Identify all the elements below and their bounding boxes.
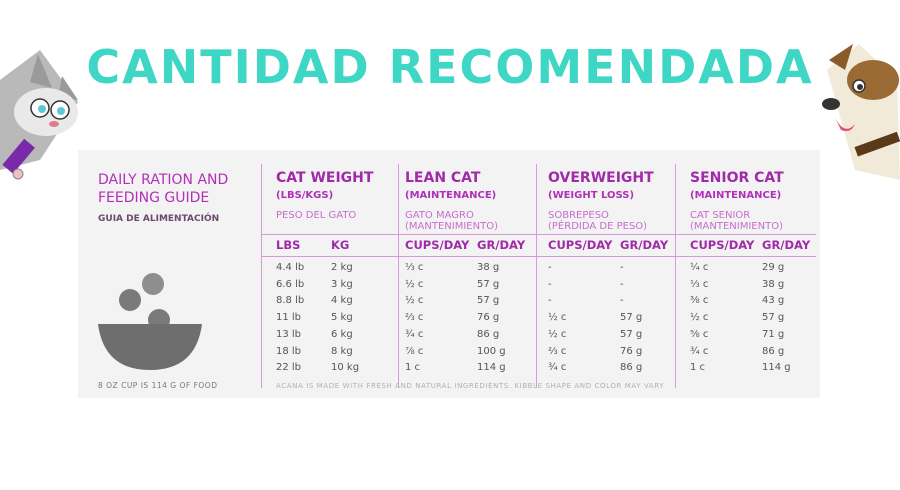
table-cell: 5 kg <box>331 312 353 324</box>
table-cell: ¾ c <box>548 362 567 374</box>
table-cell: 76 g <box>477 312 500 324</box>
table-cell: 86 g <box>620 362 643 374</box>
table-cell: ½ c <box>690 312 709 324</box>
table-cell: 6 kg <box>331 328 353 340</box>
column-subtitle: (LBS/KGS) <box>276 190 334 201</box>
table-cell: ⅔ c <box>548 345 567 357</box>
column-header: KG <box>331 238 350 252</box>
column-subtitle-es: (MANTENIMIENTO) <box>690 221 783 232</box>
table-cell: ¾ c <box>690 345 709 357</box>
guide-subtitle-es: GUIA DE ALIMENTACIÓN <box>98 214 220 224</box>
table-cell: - <box>620 278 624 290</box>
column-title-es: CAT SENIOR <box>690 210 751 221</box>
column-title: OVERWEIGHT <box>548 170 654 186</box>
column-title: LEAN CAT <box>405 170 481 186</box>
column-header: CUPS/DAY <box>548 238 613 252</box>
table-cell: 22 lb <box>276 362 302 374</box>
column-subtitle: (WEIGHT LOSS) <box>548 190 635 201</box>
table-cell: 10 kg <box>331 362 360 374</box>
table-cell: ¾ c <box>405 328 424 340</box>
table-cell: 57 g <box>762 312 785 324</box>
header-divider-bottom <box>261 256 816 257</box>
table-cell: ⅞ c <box>405 345 424 357</box>
table-cell: ¼ c <box>690 262 709 273</box>
column-header: GR/DAY <box>477 238 526 252</box>
column-title-es: GATO MAGRO <box>405 210 474 221</box>
column-header: GR/DAY <box>620 238 669 252</box>
table-cell: 3 kg <box>331 278 353 290</box>
table-cell: 18 lb <box>276 345 302 357</box>
cartoon-dog-illustration <box>822 44 900 180</box>
table-cell: ⅔ c <box>405 312 424 324</box>
table-cell: 13 lb <box>276 328 302 340</box>
table-cell: 86 g <box>762 345 785 357</box>
table-cell: - <box>548 262 552 273</box>
table-cell: ½ c <box>548 312 567 324</box>
column-subtitle-es: (PÉRDIDA DE PESO) <box>548 221 648 232</box>
table-cell: 114 g <box>477 362 506 374</box>
cartoon-cat-illustration <box>0 50 78 180</box>
table-cell: 100 g <box>477 345 506 357</box>
table-cell: 1 c <box>405 362 421 374</box>
table-cell: 1 c <box>690 362 706 374</box>
column-header: CUPS/DAY <box>690 238 755 252</box>
table-cell: ⅓ c <box>690 278 709 290</box>
table-cell: 86 g <box>477 328 500 340</box>
table-cell: - <box>548 278 552 290</box>
guide-title-line1: DAILY RATION AND <box>98 172 229 188</box>
column-title-es: PESO DEL GATO <box>276 210 357 221</box>
table-cell: 71 g <box>762 328 785 340</box>
table-cell: 38 g <box>477 262 500 273</box>
page-title: CANTIDAD RECOMENDADA <box>86 40 814 94</box>
table-cell: 8.8 lb <box>276 295 305 307</box>
table-cell: - <box>620 262 624 273</box>
table-cell: 76 g <box>620 345 643 357</box>
table-cell: 4 kg <box>331 295 353 307</box>
column-header: LBS <box>276 238 301 252</box>
table-cell: 29 g <box>762 262 785 273</box>
table-cell: ½ c <box>548 328 567 340</box>
table-cell: 6.6 lb <box>276 278 305 290</box>
table-cell: 57 g <box>620 312 643 324</box>
column-header: GR/DAY <box>762 238 811 252</box>
table-cell: 8 kg <box>331 345 353 357</box>
column-subtitle-es: (MANTENIMIENTO) <box>405 221 498 232</box>
cup-footnote: 8 OZ CUP IS 114 G OF FOOD <box>98 381 218 390</box>
table-cell: ⅓ c <box>405 262 424 273</box>
column-title: SENIOR CAT <box>690 170 784 186</box>
table-cell: - <box>548 295 552 307</box>
column-subtitle: (MAINTENANCE) <box>405 190 497 201</box>
disclaimer: ACANA IS MADE WITH FRESH AND NATURAL ING… <box>276 382 665 390</box>
guide-title-line2: FEEDING GUIDE <box>98 190 210 206</box>
header-divider-top <box>261 234 816 235</box>
column-header: CUPS/DAY <box>405 238 470 252</box>
table-cell: 57 g <box>477 295 500 307</box>
table-cell: 2 kg <box>331 262 353 273</box>
table-cell: 57 g <box>477 278 500 290</box>
table-cell: - <box>620 295 624 307</box>
column-title: CAT WEIGHT <box>276 170 374 186</box>
column-title-es: SOBREPESO <box>548 210 609 221</box>
table-cell: ½ c <box>405 278 424 290</box>
food-bowl-icon <box>98 273 202 370</box>
column-subtitle: (MAINTENANCE) <box>690 190 782 201</box>
table-cell: 114 g <box>762 362 791 374</box>
table-cell: 38 g <box>762 278 785 290</box>
table-cell: 4.4 lb <box>276 262 305 273</box>
table-cell: ⅝ c <box>690 328 709 340</box>
table-cell: ⅜ c <box>690 295 709 307</box>
table-cell: 11 lb <box>276 312 302 324</box>
table-cell: 57 g <box>620 328 643 340</box>
feeding-guide-card: DAILY RATION AND FEEDING GUIDE GUIA DE A… <box>78 150 820 398</box>
table-cell: 43 g <box>762 295 785 307</box>
table-cell: ½ c <box>405 295 424 307</box>
